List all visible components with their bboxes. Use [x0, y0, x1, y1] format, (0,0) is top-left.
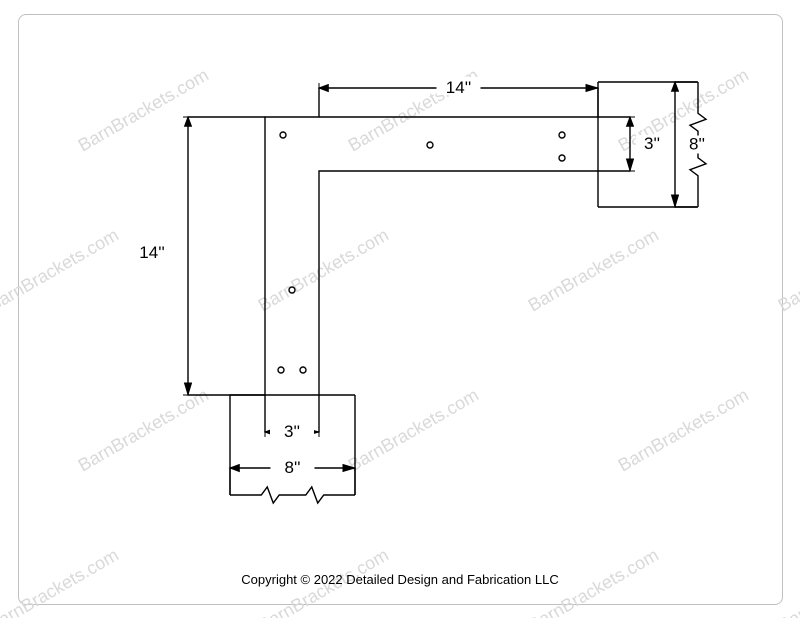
svg-text:14'': 14'': [139, 243, 164, 262]
svg-text:8'': 8'': [689, 135, 705, 154]
diagram-canvas: BarnBrackets.comBarnBrackets.comBarnBrac…: [0, 0, 800, 618]
svg-text:14'': 14'': [446, 78, 471, 97]
break-line-bottom: [230, 487, 355, 503]
bracket-drawing: 14'' 14'' 3'' 3'' 8'' 8'': [0, 0, 800, 618]
svg-text:8'': 8'': [285, 458, 301, 477]
bracket-outline: [265, 117, 598, 395]
svg-text:3'': 3'': [284, 422, 300, 441]
copyright-text: Copyright © 2022 Detailed Design and Fab…: [0, 572, 800, 587]
svg-text:3'': 3'': [644, 134, 660, 153]
